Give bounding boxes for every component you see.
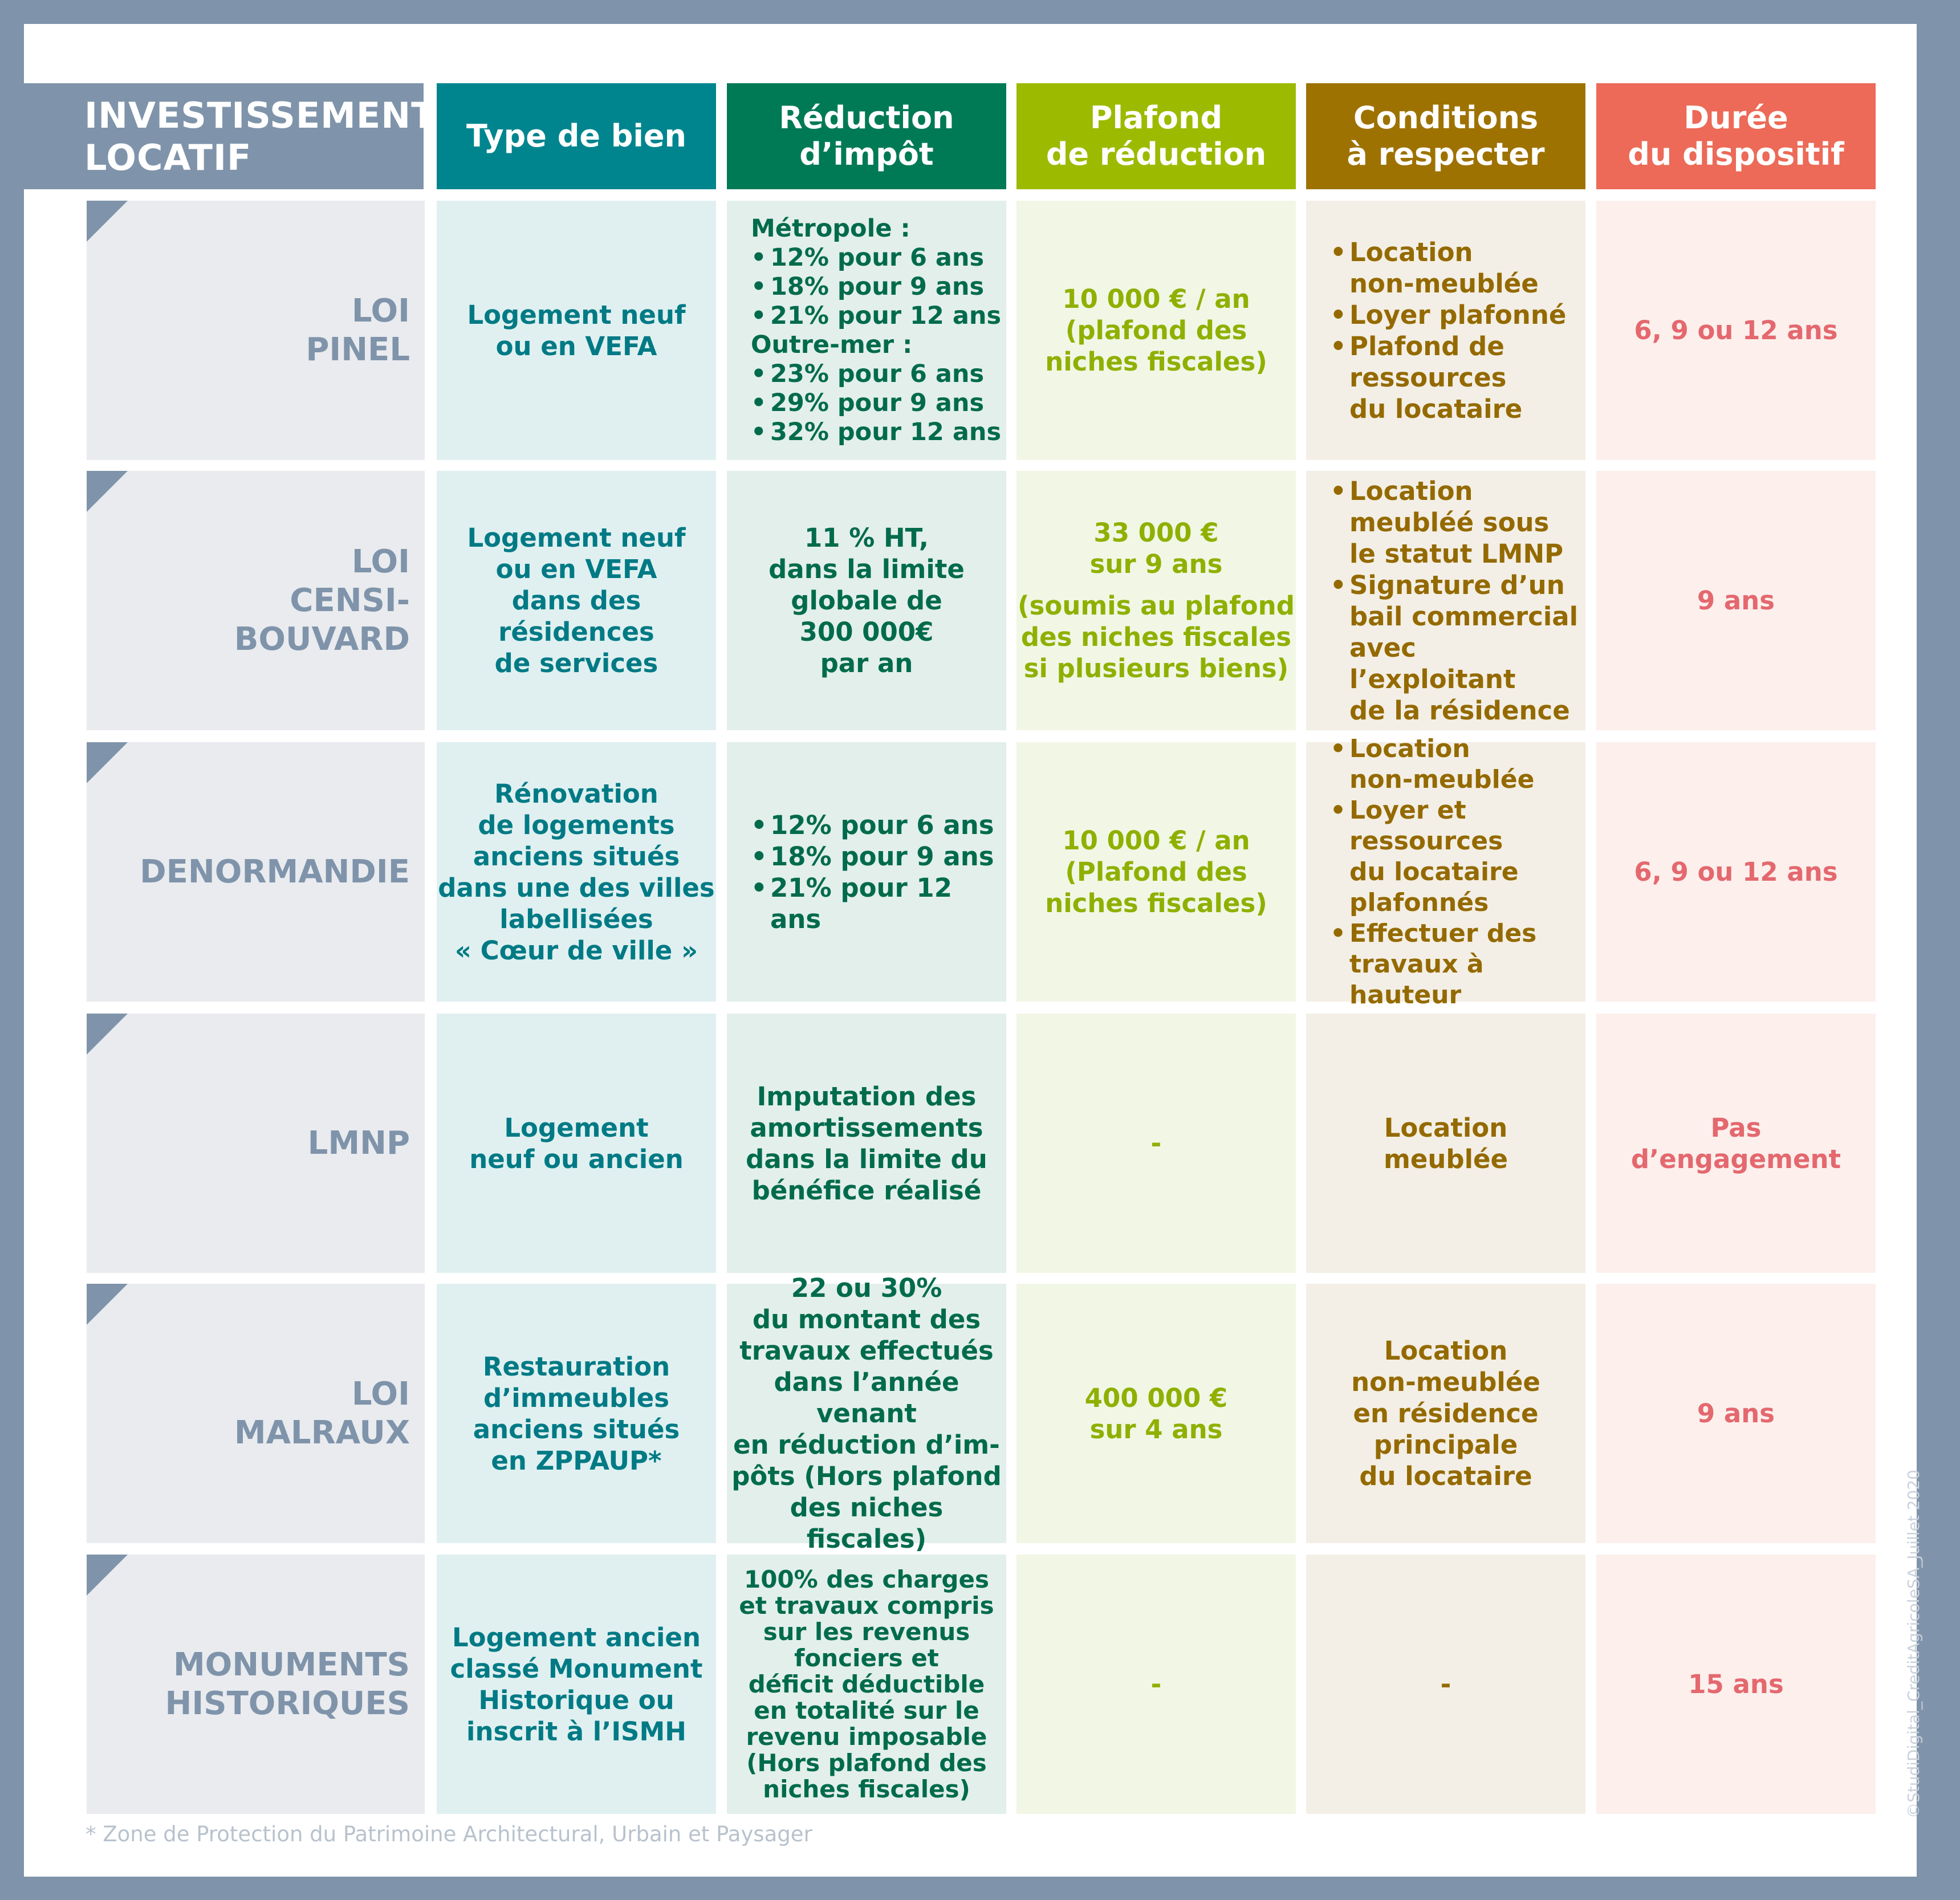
cell-conditions: - <box>1306 1555 1585 1814</box>
reduction-list: Métropole :12% pour 6 ans18% pour 9 ans2… <box>751 214 1001 447</box>
header-reduction: Réduction d’impôt <box>727 83 1006 189</box>
plafond-value: - <box>1150 1669 1162 1699</box>
cell-reduction: 11 % HT, dans la limite globale de 300 0… <box>727 471 1006 730</box>
cell-duree: 9 ans <box>1596 1284 1876 1543</box>
row-label-text: LMNP <box>307 1124 410 1162</box>
plafond-note: (soumis au plafond des niches fiscales s… <box>1018 591 1295 683</box>
cell-conditions: Location meublée <box>1306 1014 1585 1273</box>
footnote: * Zone de Protection du Patrimoine Archi… <box>86 1822 812 1846</box>
conditions-list-item: Effectuer des travaux à hauteur <box>1330 918 1585 1011</box>
row-label-text: LOI MALRAUX <box>234 1375 410 1451</box>
cell-type-de-bien: Logement neuf ou ancien <box>437 1014 716 1273</box>
corner-triangle-icon <box>87 1014 128 1055</box>
conditions-list-item: Location non-meublée <box>1330 237 1566 299</box>
reduction-list-item: 18% pour 9 ans <box>751 272 1001 302</box>
plafond-value: 33 000 € sur 9 ans <box>1089 518 1223 579</box>
header-conditions: Conditions à respecter <box>1306 83 1585 189</box>
copyright-notice: ©StudiDigital_CreditAgricoleSA_Juillet 2… <box>1904 1470 1923 1818</box>
cell-duree: Pas d’engagement <box>1596 1014 1876 1273</box>
plafond-value: 400 000 € sur 4 ans <box>1084 1382 1228 1445</box>
row-label-loi-censi--bouvard: LOI CENSI- BOUVARD <box>87 471 425 730</box>
cell-type-de-bien: Logement ancien classé Monument Historiq… <box>437 1555 716 1814</box>
reduction-list: 12% pour 6 ans18% pour 9 ans21% pour 12 … <box>751 809 1006 935</box>
conditions-list-item: Loyer et ressources du locataire plafonn… <box>1330 795 1585 918</box>
cell-type-de-bien: Rénovation de logements anciens situés d… <box>437 742 716 1002</box>
cell-reduction: 22 ou 30% du montant des travaux effectu… <box>727 1273 1006 1554</box>
reduction-list-item: 12% pour 6 ans <box>751 809 1006 841</box>
header-duree: Durée du dispositif <box>1596 83 1876 189</box>
conditions-list: Location meubléé sous le statut LMNPSign… <box>1330 475 1585 726</box>
row-label-monuments-historiques: MONUMENTS HISTORIQUES <box>87 1555 425 1814</box>
plafond-value: 10 000 € / an (Plafond des niches fiscal… <box>1045 825 1267 918</box>
cell-plafond: 33 000 € sur 9 ans (soumis au plafond des… <box>1016 471 1296 730</box>
cell-conditions: Location non-meublée en résidence princi… <box>1306 1284 1585 1543</box>
reduction-list-item: 32% pour 12 ans <box>751 418 1001 447</box>
row-label-loi-pinel: LOI PINEL <box>87 201 425 460</box>
cell-duree: 9 ans <box>1596 471 1876 730</box>
conditions-list-item: Location meubléé sous le statut LMNP <box>1330 475 1585 569</box>
header-type-de-bien: Type de bien <box>437 83 716 189</box>
row-label-text: LOI CENSI- BOUVARD <box>234 543 410 658</box>
cell-type-de-bien: Logement neuf ou en VEFA <box>437 201 716 460</box>
reduction-list-heading: Outre-mer : <box>751 330 913 359</box>
cell-plafond: - <box>1016 1014 1296 1273</box>
cell-plafond: - <box>1016 1555 1296 1814</box>
reduction-list-item: 29% pour 9 ans <box>751 389 1001 418</box>
header-plafond: Plafond de réduction <box>1016 83 1296 189</box>
reduction-list-item: 21% pour 12 ans <box>751 302 1001 331</box>
cell-reduction: 12% pour 6 ans18% pour 9 ans21% pour 12 … <box>727 742 1006 1002</box>
cell-conditions: Location meubléé sous le statut LMNPSign… <box>1306 471 1585 730</box>
reduction-list-heading: Métropole : <box>751 214 910 243</box>
cell-reduction: 100% des charges et travaux compris sur … <box>727 1555 1006 1814</box>
cell-plafond: 10 000 € / an (plafond des niches fiscal… <box>1016 201 1296 460</box>
cell-duree: 6, 9 ou 12 ans <box>1596 201 1876 460</box>
conditions-list-item: Plafond de ressources du locataire <box>1330 331 1566 425</box>
cell-type-de-bien: Logement neuf ou en VEFA dans des réside… <box>437 471 716 730</box>
cell-reduction: Imputation des amortissements dans la li… <box>727 1014 1006 1273</box>
reduction-list-item: 12% pour 6 ans <box>751 243 1001 272</box>
table-title: INVESTISSEMENT LOCATIF <box>24 83 435 189</box>
corner-triangle-icon <box>87 201 128 242</box>
row-label-denormandie: DENORMANDIE <box>87 742 425 1002</box>
cell-plafond: 10 000 € / an (Plafond des niches fiscal… <box>1016 742 1296 1002</box>
row-label-text: LOI PINEL <box>306 292 410 368</box>
row-label-lmnp: LMNP <box>87 1014 425 1273</box>
cell-conditions: Location non-meubléeLoyer et ressources … <box>1306 734 1585 1010</box>
corner-triangle-icon <box>87 471 128 512</box>
cell-reduction: Métropole :12% pour 6 ans18% pour 9 ans2… <box>727 201 1006 460</box>
reduction-list-item: 23% pour 6 ans <box>751 360 1001 389</box>
cell-plafond: 400 000 € sur 4 ans <box>1016 1284 1296 1543</box>
reduction-list-item: 18% pour 9 ans <box>751 841 1006 872</box>
conditions-list-item: Signature d’un bail commercial avec l’ex… <box>1330 569 1585 726</box>
reduction-list-item: 21% pour 12 ans <box>751 872 1006 935</box>
plafond-value: - <box>1150 1128 1162 1158</box>
row-label-loi-malraux: LOI MALRAUX <box>87 1284 425 1543</box>
cell-conditions: Location non-meubléeLoyer plafonnéPlafon… <box>1306 201 1585 460</box>
conditions-list: Location non-meubléeLoyer et ressources … <box>1330 734 1585 1011</box>
row-label-text: DENORMANDIE <box>140 853 410 890</box>
plafond-value: 10 000 € / an (plafond des niches fiscal… <box>1045 284 1267 377</box>
cell-type-de-bien: Restauration d’immeubles anciens situés … <box>437 1284 716 1543</box>
conditions-list: Location non-meubléeLoyer plafonnéPlafon… <box>1330 237 1566 425</box>
corner-triangle-icon <box>87 1284 128 1325</box>
conditions-list-item: Location non-meublée <box>1330 734 1585 795</box>
corner-triangle-icon <box>87 1555 128 1596</box>
cell-duree: 6, 9 ou 12 ans <box>1596 742 1876 1002</box>
conditions-list-item: Loyer plafonné <box>1330 299 1566 331</box>
row-label-text: MONUMENTS HISTORIQUES <box>165 1646 410 1722</box>
corner-triangle-icon <box>87 742 128 783</box>
cell-duree: 15 ans <box>1596 1555 1876 1814</box>
